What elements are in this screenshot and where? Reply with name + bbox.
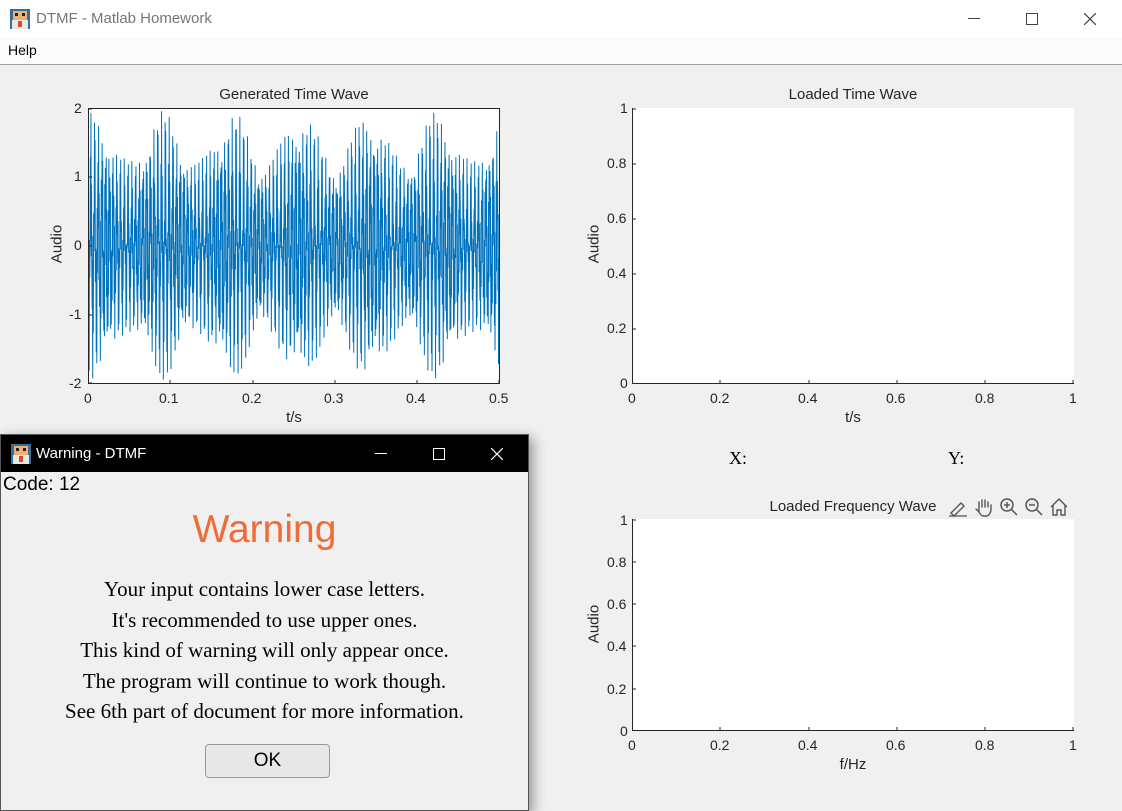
generated-xtick: 0 (84, 390, 92, 406)
generated-plot-title: Generated Time Wave (219, 86, 369, 103)
dialog-heading: Warning (192, 508, 337, 551)
dialog-title: Warning - DTMF (36, 445, 147, 462)
dialog-code-text: Code: 12 (3, 474, 81, 495)
pan-hand-icon[interactable] (973, 496, 995, 518)
maximize-button[interactable] (1003, 0, 1061, 38)
loaded-freq-xtick: 1 (1069, 737, 1077, 753)
generated-xtick: 0.3 (324, 390, 344, 406)
generated-xtick: 0.1 (159, 390, 179, 406)
loaded-freq-xtick: 0 (628, 737, 636, 753)
generated-ytick: -2 (69, 375, 82, 391)
loaded-time-xtick: 0.8 (975, 390, 995, 406)
loaded-time-ytick: 0.4 (607, 265, 627, 281)
loaded-time-xtick: 1 (1069, 390, 1077, 406)
loaded-time-xtick: 0.4 (798, 390, 818, 406)
loaded-time-ylabel: Audio (585, 224, 603, 264)
loaded-time-ytick: 0.2 (607, 320, 627, 336)
dialog-message-line: See 6th part of document for more inform… (65, 699, 464, 723)
dialog-titlebar: Warning - DTMF (1, 435, 528, 472)
zoom-out-icon[interactable] (1023, 496, 1045, 518)
generated-ylabel: Audio (48, 224, 66, 264)
generated-ytick: 2 (74, 100, 82, 116)
loaded-time-ytick: 0 (620, 375, 628, 391)
close-icon (1084, 13, 1096, 25)
zoom-in-icon[interactable] (998, 496, 1020, 518)
loaded-freq-ytick: 0.2 (607, 681, 627, 697)
generated-xtick: 0.2 (242, 390, 262, 406)
maximize-icon (1026, 13, 1038, 25)
loaded-freq-xtick: 0.6 (886, 737, 906, 753)
warning-dialog: Warning - DTMF Code: 12 Warning Your inp… (0, 434, 529, 811)
dialog-message-line: Your input contains lower case letters. (104, 577, 425, 601)
loaded-freq-ytick: 0.6 (607, 596, 627, 612)
loaded-freq-ytick: 0.8 (607, 554, 627, 570)
loaded-freq-plot-title: Loaded Frequency Wave (769, 498, 937, 515)
loaded-time-xlabel: t/s (845, 409, 861, 426)
loaded-freq-ytick: 1 (620, 512, 628, 528)
loaded-freq-ytick: 0.4 (607, 638, 627, 654)
loaded-time-ytick: 1 (620, 100, 628, 116)
loaded-freq-xtick: 0.2 (710, 737, 730, 753)
loaded-time-xtick: 0.2 (710, 390, 730, 406)
close-icon (491, 447, 503, 460)
generated-ytick: 1 (74, 168, 82, 184)
window-titlebar: DTMF - Matlab Homework (0, 0, 1122, 38)
generated-plot-axes[interactable] (88, 108, 500, 384)
loaded-freq-xlabel: f/Hz (839, 756, 867, 773)
minimize-button[interactable] (945, 0, 1003, 38)
home-icon[interactable] (1048, 496, 1070, 518)
loaded-freq-xtick: 0.4 (798, 737, 818, 753)
brush-icon[interactable] (947, 496, 969, 518)
loaded-time-ytick: 0.6 (607, 210, 627, 226)
generated-ytick: 0 (74, 237, 82, 253)
generated-xtick: 0.5 (489, 390, 509, 406)
generated-wave-line (88, 111, 500, 380)
generated-xlabel: t/s (286, 409, 302, 426)
menu-help[interactable]: Help (8, 42, 37, 58)
dialog-message-line: The program will continue to work though… (82, 668, 447, 693)
loaded-freq-xtick: 0.8 (975, 737, 995, 753)
dialog-message-line: It's recommended to use upper ones. (111, 607, 418, 632)
loaded-freq-ylabel: Audio (585, 604, 603, 644)
dialog-message: Your input contains lower case letters. … (1, 574, 528, 727)
ok-button[interactable]: OK (205, 744, 330, 778)
minimize-icon (968, 18, 980, 19)
maximize-icon (433, 447, 445, 460)
x-coordinate-label: X: (729, 448, 747, 468)
dialog-message-line: This kind of warning will only appear on… (80, 638, 449, 662)
window-title: DTMF - Matlab Homework (36, 10, 212, 27)
loaded-time-xtick: 0.6 (886, 390, 906, 406)
loaded-time-plot-axes[interactable] (632, 108, 1074, 384)
matlab-app-icon (10, 9, 30, 29)
dialog-maximize-button[interactable] (410, 435, 468, 472)
minimize-icon (375, 452, 387, 454)
generated-ytick: -1 (69, 306, 82, 322)
close-button[interactable] (1061, 0, 1119, 38)
y-coordinate-label: Y: (948, 448, 965, 468)
menu-bar: Help (0, 38, 1122, 65)
dialog-minimize-button[interactable] (352, 435, 410, 472)
loaded-freq-ytick: 0 (620, 723, 628, 739)
loaded-freq-plot-axes[interactable] (632, 519, 1074, 731)
generated-xtick: 0.4 (406, 390, 426, 406)
loaded-time-xtick: 0 (628, 390, 636, 406)
loaded-time-ytick: 0.8 (607, 155, 627, 171)
dialog-close-button[interactable] (468, 435, 526, 472)
loaded-time-plot-title: Loaded Time Wave (788, 86, 918, 103)
matlab-app-icon (11, 444, 31, 464)
